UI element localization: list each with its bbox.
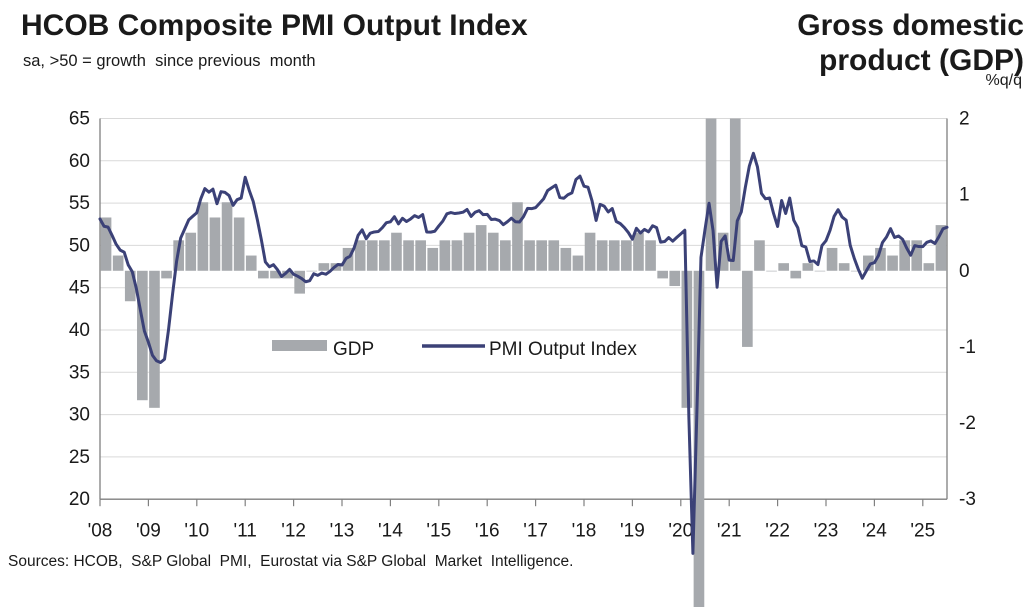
svg-text:0: 0 bbox=[959, 261, 970, 282]
svg-text:1: 1 bbox=[959, 185, 970, 206]
svg-text:'08: '08 bbox=[88, 521, 113, 542]
svg-text:'20: '20 bbox=[668, 521, 693, 542]
svg-text:65: 65 bbox=[69, 109, 90, 130]
svg-text:PMI Output Index: PMI Output Index bbox=[489, 339, 637, 360]
svg-text:'18: '18 bbox=[572, 521, 597, 542]
svg-text:'23: '23 bbox=[814, 521, 839, 542]
svg-text:-2: -2 bbox=[959, 413, 976, 434]
svg-text:'15: '15 bbox=[426, 521, 451, 542]
svg-text:'16: '16 bbox=[475, 521, 500, 542]
svg-text:'24: '24 bbox=[862, 521, 887, 542]
svg-text:-1: -1 bbox=[959, 337, 976, 358]
svg-text:60: 60 bbox=[69, 151, 90, 172]
svg-text:'25: '25 bbox=[910, 521, 935, 542]
svg-text:'19: '19 bbox=[620, 521, 645, 542]
svg-text:'22: '22 bbox=[765, 521, 790, 542]
svg-text:'09: '09 bbox=[136, 521, 161, 542]
svg-text:'17: '17 bbox=[523, 521, 548, 542]
svg-text:50: 50 bbox=[69, 235, 90, 256]
svg-text:30: 30 bbox=[69, 405, 90, 426]
svg-text:'21: '21 bbox=[717, 521, 742, 542]
svg-text:2: 2 bbox=[959, 109, 970, 130]
svg-text:35: 35 bbox=[69, 362, 90, 383]
svg-text:'10: '10 bbox=[184, 521, 209, 542]
svg-text:-3: -3 bbox=[959, 489, 976, 510]
svg-text:GDP: GDP bbox=[333, 339, 374, 360]
svg-text:'14: '14 bbox=[378, 521, 403, 542]
svg-text:40: 40 bbox=[69, 320, 90, 341]
svg-text:25: 25 bbox=[69, 447, 90, 468]
svg-text:20: 20 bbox=[69, 489, 90, 510]
svg-text:'13: '13 bbox=[330, 521, 355, 542]
svg-text:'11: '11 bbox=[234, 521, 257, 542]
svg-text:'12: '12 bbox=[281, 521, 306, 542]
svg-text:55: 55 bbox=[69, 193, 90, 214]
svg-text:45: 45 bbox=[69, 278, 90, 299]
